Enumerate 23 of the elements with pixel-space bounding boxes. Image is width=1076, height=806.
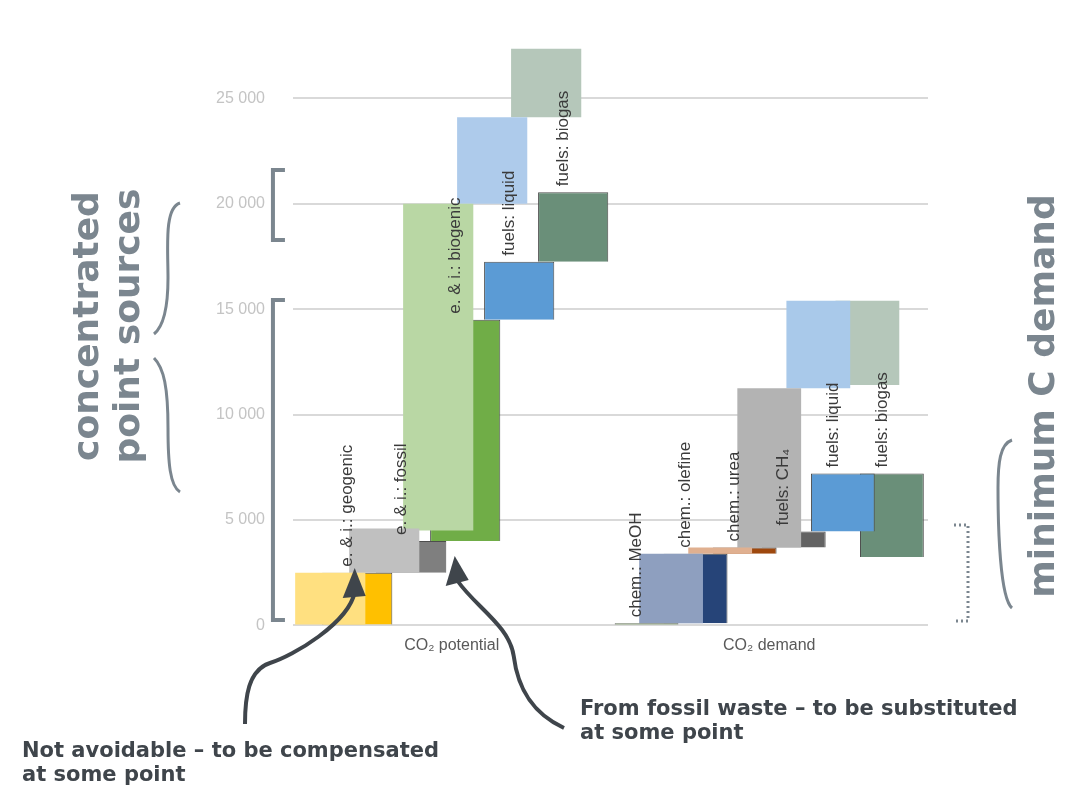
text: fuels: liquid [498, 170, 518, 256]
text: minimum C demand [1021, 193, 1063, 600]
text: e. & i.: biogenic [444, 196, 464, 314]
text: From fossil waste – to be substituted at some point [580, 696, 1019, 745]
text: fuels: CH₄ [773, 448, 793, 526]
text: fuels: liquid [822, 382, 842, 468]
text: fuels: biogas [871, 372, 891, 468]
y-tick-label: 10 000 [216, 404, 266, 422]
text: Not avoidable – to be compensated at some point [22, 738, 440, 787]
text: chem.: MeOH [626, 512, 646, 618]
y-tick-label: 25 000 [216, 88, 266, 106]
text: e. & i.: geogenic [336, 444, 356, 567]
y-tick-label: 15 000 [216, 299, 266, 317]
text: e. & i.: fossil [390, 443, 410, 536]
text: chem.: urea [724, 451, 744, 542]
text: fuels: biogas [552, 90, 572, 187]
y-tick-label: 5 000 [224, 510, 266, 528]
text: concentrated point sources [64, 187, 148, 466]
x-tick-label: CO₂ demand [722, 636, 816, 654]
text: chem.: olefine [675, 441, 695, 548]
y-tick-label: 0 [256, 615, 266, 633]
x-tick-label: CO₂ potential [404, 636, 500, 654]
y-tick-label: 20 000 [216, 194, 266, 212]
